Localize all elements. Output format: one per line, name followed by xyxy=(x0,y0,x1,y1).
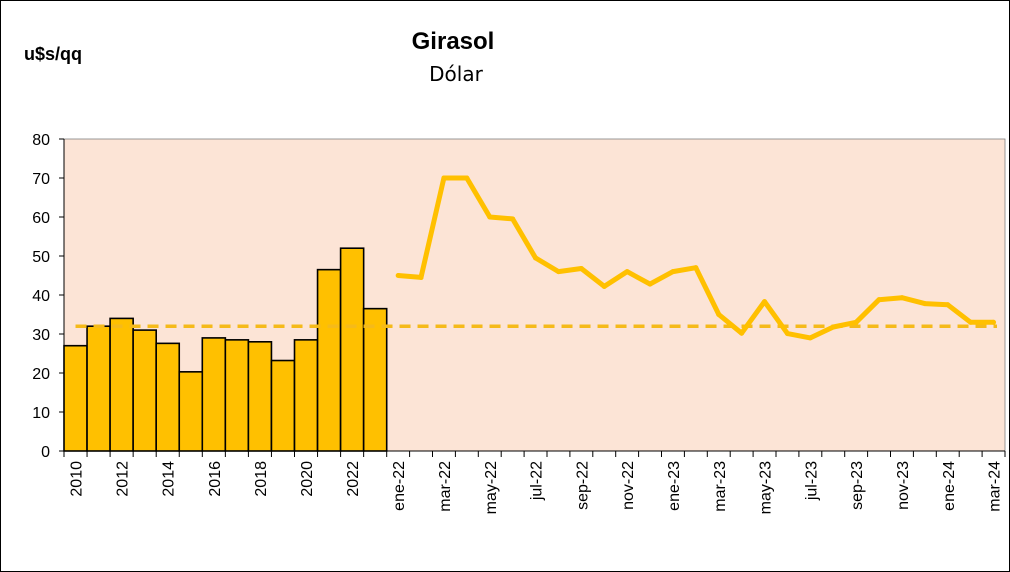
y-tick-label: 60 xyxy=(32,210,50,227)
x-tick-label: mar-22 xyxy=(437,461,454,512)
x-tick-label: jul-23 xyxy=(803,461,820,501)
x-tick-label: 2020 xyxy=(299,461,316,497)
point-ene-23 xyxy=(670,269,676,275)
bar-2021 xyxy=(316,268,342,452)
bar-2013 xyxy=(132,329,157,452)
x-tick-label: may-23 xyxy=(758,461,775,514)
x-tick-label: 2012 xyxy=(115,461,132,497)
y-tick-label: 10 xyxy=(32,405,50,422)
x-tick-label: 2016 xyxy=(207,461,224,497)
x-tick-label: sep-23 xyxy=(849,461,866,510)
bar-2017 xyxy=(224,339,250,452)
bar-2022 xyxy=(339,247,365,452)
point-ene-22 xyxy=(395,273,401,278)
bar-2019 xyxy=(270,359,296,452)
x-axis: 2010 2012 2014 2016 2018 2020 2022 ene-22 mar-22… xyxy=(63,450,1006,514)
monthly-series xyxy=(75,175,997,341)
point-abr-23 xyxy=(739,330,745,336)
chart-title: Girasol xyxy=(411,28,495,55)
point-ago-22 xyxy=(555,269,561,275)
point-abr-22 xyxy=(464,175,470,181)
bar-2020 xyxy=(293,339,319,452)
point-jul-23 xyxy=(807,335,813,341)
x-tick-label: mar-23 xyxy=(712,461,729,512)
x-tick-label: ene-22 xyxy=(391,461,408,511)
annual-bars xyxy=(63,247,388,452)
bar-2016 xyxy=(201,337,227,452)
point-mar-22 xyxy=(441,175,447,181)
y-tick-label: 50 xyxy=(32,249,50,266)
x-tick-label: ene-24 xyxy=(941,461,958,511)
y-tick-label: 20 xyxy=(32,366,50,383)
bar-2010 xyxy=(63,344,88,452)
point-jun-22 xyxy=(510,216,516,222)
point-feb-24 xyxy=(968,319,974,325)
point-ago-23 xyxy=(830,324,836,330)
x-tick-label: 2022 xyxy=(345,461,362,497)
point-nov-23 xyxy=(899,295,905,301)
bar-2015 xyxy=(178,371,204,452)
y-axis: 0 10 20 30 40 50 60 70 80 xyxy=(32,132,65,461)
point-ene-24 xyxy=(945,302,951,308)
bar-2018 xyxy=(247,340,273,452)
point-sep-23 xyxy=(853,319,859,325)
point-feb-22 xyxy=(418,274,424,280)
point-sep-22 xyxy=(578,265,584,271)
point-nov-22 xyxy=(624,269,630,275)
point-oct-23 xyxy=(876,297,882,303)
point-dic-23 xyxy=(922,301,928,307)
x-tick-label: sep-22 xyxy=(574,461,591,510)
bar-2011 xyxy=(86,325,111,452)
x-tick-label: 2018 xyxy=(253,461,270,497)
point-jun-23 xyxy=(784,331,790,337)
point-feb-23 xyxy=(693,265,699,271)
bar-2014 xyxy=(155,342,181,452)
x-tick-label: may-22 xyxy=(483,461,500,514)
y-tick-label: 40 xyxy=(32,288,50,305)
x-tick-label: jul-22 xyxy=(529,461,546,501)
point-may-22 xyxy=(487,214,493,220)
bar-2023 xyxy=(362,307,388,452)
point-may-23 xyxy=(762,299,768,305)
point-dic-22 xyxy=(647,281,653,287)
x-tick-label: 2014 xyxy=(161,461,178,497)
y-tick-label: 30 xyxy=(32,327,50,344)
bar-2012 xyxy=(109,317,134,452)
point-jul-22 xyxy=(533,255,539,261)
y-tick-label: 70 xyxy=(32,171,50,188)
point-oct-22 xyxy=(601,283,607,289)
y-tick-label: 0 xyxy=(41,444,50,461)
y-tick-label: 80 xyxy=(32,132,50,149)
point-mar-24 xyxy=(991,319,997,325)
x-tick-label: mar-24 xyxy=(987,461,1004,512)
point-mar-23 xyxy=(716,312,722,317)
x-tick-label: nov-23 xyxy=(895,461,912,510)
x-tick-label: nov-22 xyxy=(620,461,637,510)
chart-subtitle: Dólar xyxy=(429,62,483,86)
y-axis-unit-label: u$s/qq xyxy=(24,44,83,64)
x-tick-label: 2010 xyxy=(69,461,86,497)
x-tick-label: ene-23 xyxy=(666,461,683,511)
